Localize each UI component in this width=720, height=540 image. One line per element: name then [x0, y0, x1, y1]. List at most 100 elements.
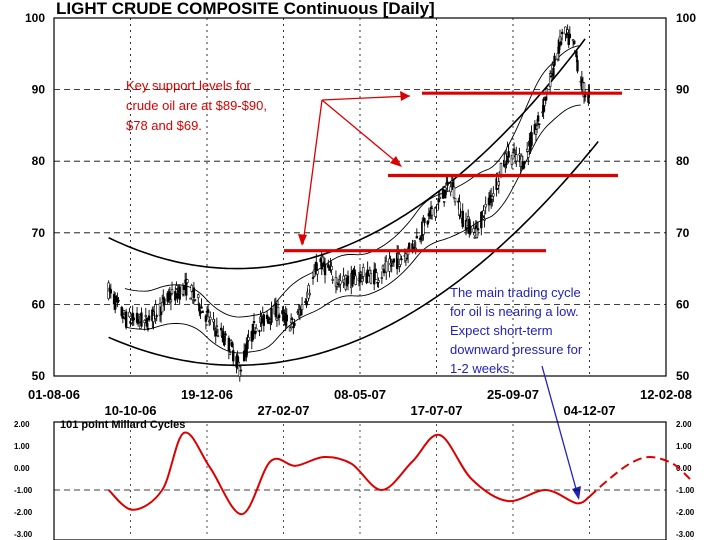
price-tick-right-80: 80 — [676, 154, 690, 168]
candle-body-239 — [473, 236, 476, 239]
candle-body-43 — [174, 291, 177, 301]
candle-body-78 — [227, 337, 231, 352]
price-tick-right-60: 60 — [676, 297, 690, 311]
envelope-upper — [124, 45, 581, 318]
cycle-note-line-2: for oil is nearing a low. — [450, 304, 579, 319]
price-tick-left-70: 70 — [32, 226, 46, 240]
osc-tick-right-1.00: 1.00 — [676, 442, 692, 451]
candle-body-8 — [120, 306, 123, 317]
date-tick-17-07-07: 17-07-07 — [410, 403, 462, 418]
candle-body-174 — [374, 268, 377, 274]
candle-body-260 — [505, 160, 508, 166]
price-grid — [54, 18, 666, 376]
date-tick-10-10-06: 10-10-06 — [104, 403, 156, 418]
candle-body-109 — [274, 302, 278, 317]
candle-body-302 — [568, 33, 572, 39]
support-note-line-3: $78 and $69. — [126, 118, 202, 133]
candle-body-265 — [512, 148, 516, 151]
candle-body-85 — [237, 361, 240, 364]
candle-body-246 — [483, 218, 486, 221]
candle-body-81 — [230, 342, 234, 347]
candle-body-51 — [185, 278, 188, 296]
candle-body-212 — [430, 208, 434, 216]
candle-body-87 — [239, 369, 243, 372]
support-note-line-1: Key support levels for — [126, 78, 252, 93]
cycle-line-solid — [107, 431, 591, 516]
candle-body-195 — [405, 257, 409, 260]
candle-body-282 — [538, 123, 541, 126]
candle-body-292 — [553, 55, 556, 66]
candle-body-192 — [400, 258, 403, 261]
price-axis-left: 50 60 70 80 90 100 — [25, 11, 45, 383]
candle-body-12 — [124, 311, 128, 327]
cycle-arrowhead — [572, 486, 581, 500]
candle-body-76 — [223, 340, 226, 345]
candle-body-167 — [362, 267, 365, 277]
osc-tick-left--2.00: -2.00 — [14, 508, 33, 517]
candle-body-162 — [354, 275, 357, 285]
price-tick-right-50: 50 — [676, 369, 690, 383]
candle-body-183 — [388, 258, 391, 272]
candle-body-35 — [160, 302, 164, 313]
price-tick-left-50: 50 — [32, 369, 46, 383]
chart-title: LIGHT CRUDE COMPOSITE Continuous [Daily] — [56, 0, 435, 18]
cycle-note-line-4: downward pressure for — [450, 342, 583, 357]
candle-body-105 — [268, 318, 271, 320]
candle-body-218 — [441, 189, 445, 199]
candle-body-92 — [247, 336, 250, 341]
candle-body-185 — [390, 265, 393, 267]
candle-body-102 — [262, 314, 266, 326]
osc-tick-right--2.00: -2.00 — [676, 508, 695, 517]
candle-body-9 — [121, 315, 125, 319]
candle-body-120 — [291, 318, 294, 321]
candle-body-122 — [293, 322, 296, 326]
candle-body-207 — [423, 218, 426, 224]
candle-body-60 — [199, 311, 202, 314]
oscillator-axis: 2.00 2.00 1.00 1.00 0.00 0.00 -1.00 -1.00 -2.00 -… — [14, 420, 695, 539]
candle-body-252 — [492, 193, 495, 197]
candle-body-77 — [224, 333, 227, 336]
candle-body-299 — [565, 33, 568, 36]
oscillator-frame — [53, 421, 667, 540]
arrow-to-78 — [321, 99, 401, 166]
candle-body-277 — [530, 132, 533, 146]
cycle-note: The main trading cycle for oil is nearin… — [450, 285, 583, 500]
candle-body-72 — [216, 335, 220, 338]
candle-body-306 — [575, 50, 578, 58]
candle-body-273 — [526, 148, 529, 152]
candle-body-65 — [206, 309, 210, 313]
candle-body-204 — [419, 236, 423, 241]
candle-body-223 — [449, 186, 452, 193]
candle-body-142 — [323, 263, 327, 276]
osc-tick-right-0.00: 0.00 — [676, 464, 692, 473]
candle-body-44 — [175, 285, 178, 289]
candle-body-217 — [438, 196, 441, 199]
candle-body-97 — [254, 327, 258, 332]
candle-body-31 — [154, 304, 157, 319]
candle-body-184 — [389, 263, 392, 266]
candle-body-13 — [128, 311, 131, 317]
candle-body-37 — [163, 298, 166, 305]
cycle-note-line-3: Expect short-term — [450, 323, 553, 338]
price-tick-left-100: 100 — [25, 11, 45, 25]
candle-body-68 — [212, 318, 215, 323]
candle-body-118 — [288, 327, 292, 332]
candle-body-166 — [360, 278, 364, 282]
candle-body-59 — [198, 304, 201, 312]
candle-body-296 — [559, 41, 563, 45]
price-axis-right: 50 60 70 80 90 100 — [676, 11, 696, 383]
candle-body-114 — [282, 312, 285, 314]
cycle-line-dashed — [588, 455, 691, 498]
candle-body-63 — [204, 315, 208, 322]
cycle-note-line-5: 1-2 weeks. — [450, 361, 513, 376]
candle-body-45 — [176, 293, 179, 299]
arrowhead-78 — [390, 156, 402, 167]
candle-body-40 — [168, 292, 172, 301]
candle-body-152 — [339, 280, 342, 285]
price-tick-right-100: 100 — [676, 11, 696, 25]
candle-body-82 — [232, 350, 235, 362]
candle-body-69 — [213, 327, 216, 329]
candle-body-107 — [270, 307, 273, 323]
candle-body-307 — [576, 60, 579, 72]
support-note: Key support levels for crude oil are at … — [126, 78, 411, 246]
